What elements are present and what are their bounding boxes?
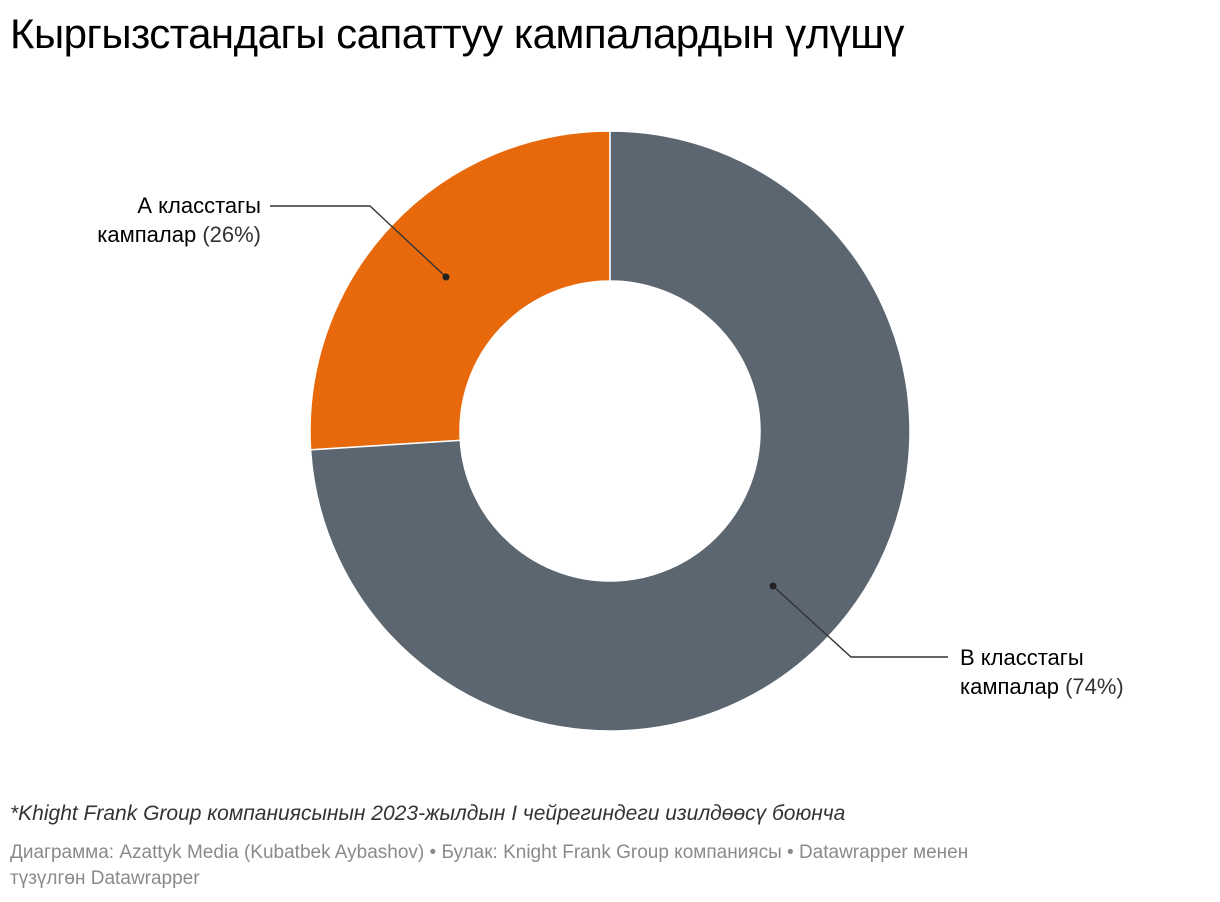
slice-label-a-line2: кампалар [97,222,197,247]
leader-line-a-class [270,205,447,278]
slice-label-b-class: В класстагы кампалар (74%) [960,643,1124,701]
slice-label-b-pct: (74%) [1065,674,1124,699]
source-credit: Диаграмма: Azattyk Media (Kubatbek Aybas… [10,840,1160,892]
donut-slice-a-class [309,130,611,451]
leader-line-b-class-dot [769,582,777,590]
slice-label-a-class: А класстагы кампалар (26%) [97,191,261,249]
leader-line-b-class [772,585,948,658]
slice-label-b-line1: В класстагы [960,645,1084,670]
source-line2: түзүлгөн Datawrapper [10,868,200,889]
slice-label-b-line2: кампалар [960,674,1059,699]
slice-label-a-line1: А класстагы [137,193,261,218]
chart-title: Кыргызстандагы сапаттуу кампалардын үлүш… [10,10,904,57]
slice-label-a-pct: (26%) [202,222,261,247]
leader-line-a-class-dot [442,273,450,281]
footnote: *Khight Frank Group компаниясынын 2023-ж… [10,802,846,825]
donut-slice-b-class [309,130,911,732]
source-line1: Диаграмма: Azattyk Media (Kubatbek Aybas… [10,842,969,863]
